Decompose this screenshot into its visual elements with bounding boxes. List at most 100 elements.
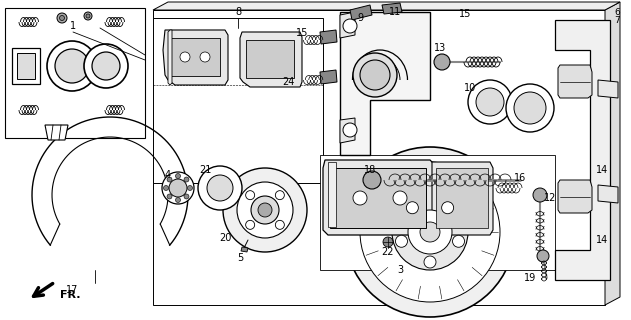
Circle shape bbox=[406, 202, 418, 214]
Text: 19: 19 bbox=[524, 273, 536, 283]
Bar bbox=[246, 40, 294, 78]
Text: 14: 14 bbox=[596, 235, 608, 245]
Text: 24: 24 bbox=[282, 77, 294, 87]
Bar bbox=[330, 168, 426, 228]
Text: 4: 4 bbox=[165, 170, 171, 180]
Circle shape bbox=[187, 186, 192, 190]
Bar bbox=[5, 8, 145, 138]
Polygon shape bbox=[323, 160, 435, 235]
Text: 13: 13 bbox=[434, 43, 446, 53]
Circle shape bbox=[180, 52, 190, 62]
Circle shape bbox=[533, 188, 547, 202]
Circle shape bbox=[251, 196, 279, 224]
Text: 22: 22 bbox=[382, 247, 394, 257]
Circle shape bbox=[506, 84, 554, 132]
Polygon shape bbox=[605, 2, 620, 305]
Polygon shape bbox=[163, 30, 228, 85]
Bar bbox=[320, 155, 555, 270]
Text: 15: 15 bbox=[459, 9, 471, 19]
Polygon shape bbox=[382, 3, 402, 14]
Circle shape bbox=[200, 52, 210, 62]
Polygon shape bbox=[153, 10, 605, 305]
Circle shape bbox=[92, 52, 120, 80]
Circle shape bbox=[424, 256, 436, 268]
Text: 9: 9 bbox=[357, 13, 363, 23]
Circle shape bbox=[245, 220, 255, 229]
Text: 16: 16 bbox=[514, 173, 526, 183]
Circle shape bbox=[452, 235, 464, 247]
Polygon shape bbox=[153, 2, 620, 10]
Circle shape bbox=[396, 235, 408, 247]
Polygon shape bbox=[350, 5, 372, 20]
Circle shape bbox=[86, 14, 90, 18]
Circle shape bbox=[408, 210, 452, 254]
Circle shape bbox=[47, 41, 97, 91]
Circle shape bbox=[207, 175, 233, 201]
Circle shape bbox=[420, 222, 440, 242]
Text: 15: 15 bbox=[296, 28, 308, 38]
Polygon shape bbox=[168, 30, 172, 85]
Circle shape bbox=[383, 237, 393, 247]
Circle shape bbox=[537, 250, 549, 262]
Bar bbox=[17, 53, 35, 79]
Bar bbox=[12, 48, 40, 84]
Circle shape bbox=[163, 186, 168, 190]
Text: 6: 6 bbox=[614, 7, 620, 17]
Polygon shape bbox=[432, 162, 493, 235]
Text: 17: 17 bbox=[66, 285, 78, 295]
Polygon shape bbox=[240, 32, 302, 87]
Circle shape bbox=[175, 173, 180, 179]
Circle shape bbox=[167, 194, 172, 199]
Text: 18: 18 bbox=[364, 165, 376, 175]
Polygon shape bbox=[340, 118, 355, 143]
Circle shape bbox=[392, 194, 468, 270]
Polygon shape bbox=[598, 185, 618, 203]
Circle shape bbox=[184, 194, 189, 199]
Polygon shape bbox=[558, 180, 592, 213]
Polygon shape bbox=[241, 247, 248, 252]
Polygon shape bbox=[45, 125, 68, 140]
Text: 5: 5 bbox=[237, 253, 243, 263]
Bar bbox=[153, 18, 323, 183]
Circle shape bbox=[434, 54, 450, 70]
Text: 8: 8 bbox=[235, 7, 241, 17]
Circle shape bbox=[223, 168, 307, 252]
Circle shape bbox=[245, 191, 255, 200]
Polygon shape bbox=[340, 12, 430, 155]
Circle shape bbox=[343, 19, 357, 33]
Circle shape bbox=[363, 171, 381, 189]
Circle shape bbox=[360, 162, 500, 302]
Circle shape bbox=[59, 15, 64, 20]
Text: 10: 10 bbox=[464, 83, 476, 93]
Text: 7: 7 bbox=[614, 15, 620, 25]
Text: FR.: FR. bbox=[60, 290, 80, 300]
Bar bbox=[328, 162, 336, 227]
Text: 3: 3 bbox=[397, 265, 403, 275]
Circle shape bbox=[198, 166, 242, 210]
Circle shape bbox=[360, 60, 390, 90]
Circle shape bbox=[345, 147, 515, 317]
Circle shape bbox=[275, 191, 285, 200]
Circle shape bbox=[162, 172, 194, 204]
Circle shape bbox=[442, 202, 454, 214]
Polygon shape bbox=[320, 30, 337, 44]
Circle shape bbox=[476, 88, 504, 116]
Polygon shape bbox=[558, 65, 592, 98]
Bar bbox=[170, 38, 220, 76]
Circle shape bbox=[167, 177, 172, 182]
Circle shape bbox=[84, 44, 128, 88]
Circle shape bbox=[514, 92, 546, 124]
Circle shape bbox=[343, 123, 357, 137]
Polygon shape bbox=[555, 20, 610, 280]
Circle shape bbox=[258, 203, 272, 217]
Circle shape bbox=[55, 49, 89, 83]
Text: 21: 21 bbox=[199, 165, 211, 175]
Bar bbox=[436, 168, 488, 228]
Circle shape bbox=[353, 53, 397, 97]
Text: 12: 12 bbox=[544, 193, 556, 203]
Circle shape bbox=[84, 12, 92, 20]
Circle shape bbox=[57, 13, 67, 23]
Text: 14: 14 bbox=[596, 165, 608, 175]
Circle shape bbox=[237, 182, 293, 238]
Circle shape bbox=[393, 191, 407, 205]
